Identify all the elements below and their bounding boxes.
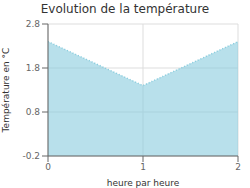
svg-text:0: 0 bbox=[45, 162, 51, 172]
svg-text:2: 2 bbox=[235, 162, 241, 172]
svg-text:1: 1 bbox=[140, 162, 146, 172]
svg-text:heure par heure: heure par heure bbox=[107, 178, 180, 188]
svg-text:1.8: 1.8 bbox=[26, 63, 41, 73]
svg-text:Température en °C: Température en °C bbox=[8, 48, 11, 134]
html-text:Evolution de la température: Evolution de la température bbox=[40, 2, 210, 16]
svg-text:2.8: 2.8 bbox=[26, 19, 41, 29]
svg-text:-0.2: -0.2 bbox=[22, 151, 40, 161]
svg-text:0.8: 0.8 bbox=[26, 107, 41, 117]
